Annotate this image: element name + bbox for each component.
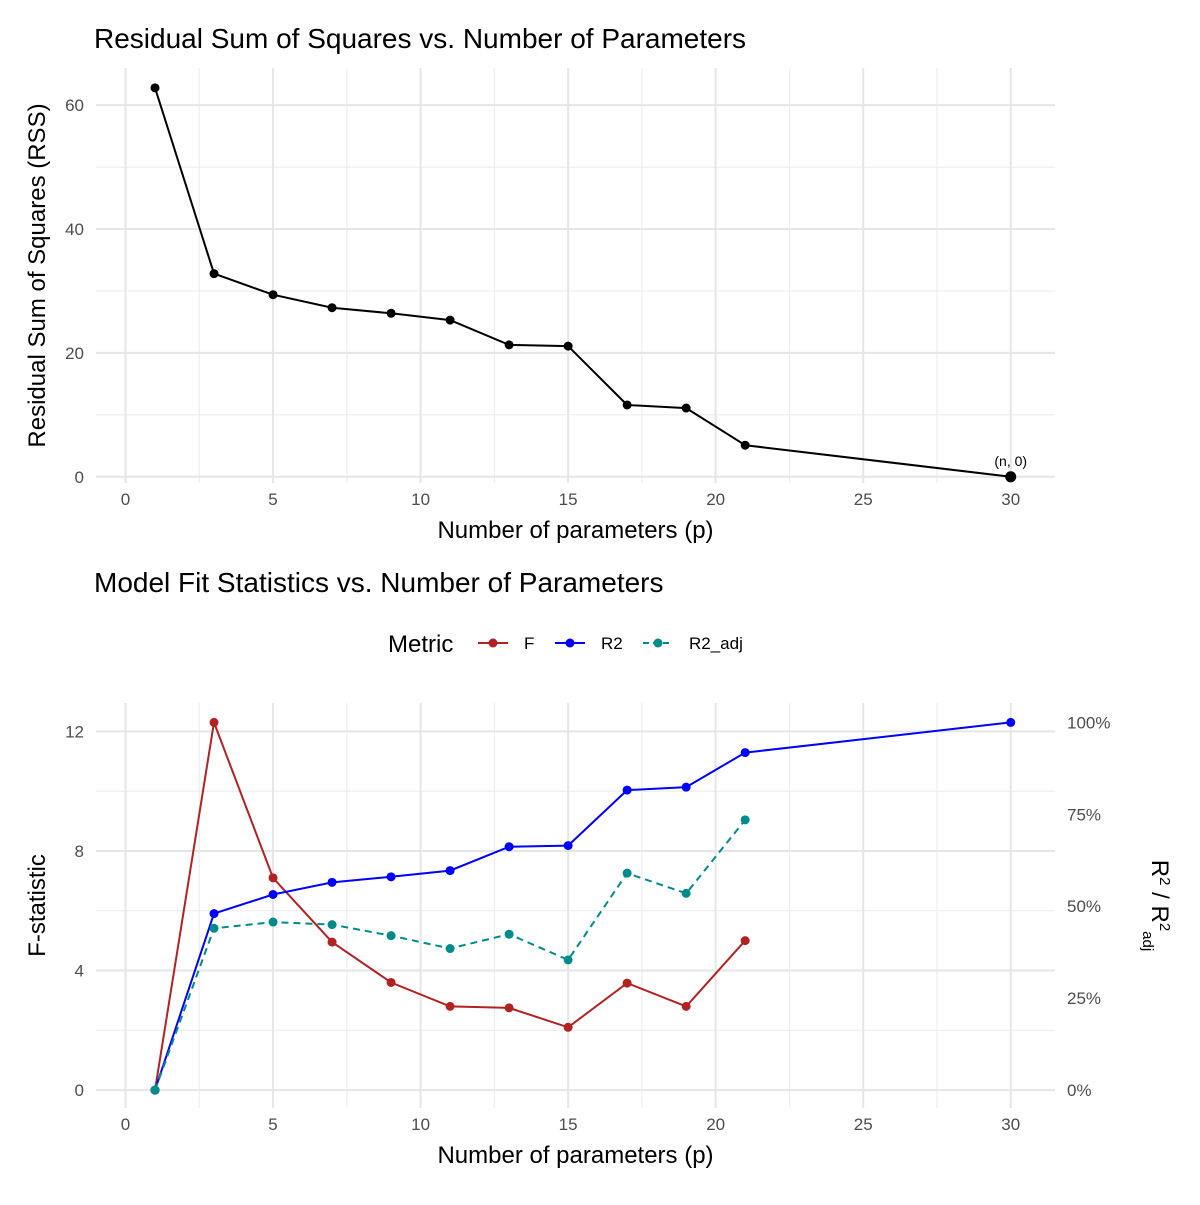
data-point [563, 341, 573, 351]
data-point [386, 872, 396, 882]
legend-label: F [524, 634, 534, 653]
data-point [209, 269, 219, 279]
legend-key-point [488, 638, 498, 648]
series-line-rss [154, 87, 1011, 478]
right-y-axis-title: R2 / R2adj [1140, 860, 1174, 951]
data-point [386, 977, 396, 987]
data-point [622, 785, 632, 795]
annotation-point [1005, 471, 1017, 483]
data-point [209, 909, 219, 919]
legend-label: R2 [601, 634, 623, 653]
r-squared-separator: / R [1146, 885, 1173, 922]
right-y-tick-label: 50% [1067, 897, 1101, 916]
legend-key-point [565, 638, 575, 648]
x-tick-label: 15 [559, 490, 578, 509]
data-point [386, 931, 396, 941]
data-point [209, 717, 219, 727]
rss-panel: 0 5 10 15 20 25 30 0 20 40 60 Residual Sum of Squar… [24, 23, 1055, 544]
r-squared-label: R [1146, 860, 1173, 877]
chart-title: Residual Sum of Squares vs. Number of Pa… [94, 23, 746, 54]
data-point [445, 944, 455, 954]
x-tick-label: 5 [268, 1115, 277, 1134]
r-squared-adj-subscript: adj [1140, 931, 1157, 951]
x-tick-label: 0 [121, 490, 130, 509]
data-point [563, 841, 573, 851]
data-point [268, 290, 278, 300]
data-point [327, 877, 337, 887]
data-point [740, 936, 750, 946]
right-y-tick-label: 75% [1067, 805, 1101, 824]
data-point [740, 440, 750, 450]
y-tick-label: 0 [75, 468, 84, 487]
right-y-tick-label: 0% [1067, 1081, 1092, 1100]
data-point [681, 782, 691, 792]
data-point [445, 1001, 455, 1011]
annotation-label: (n, 0) [994, 453, 1027, 469]
data-point [327, 920, 337, 930]
x-tick-label: 15 [559, 1115, 578, 1134]
x-tick-label: 30 [1001, 490, 1020, 509]
x-tick-label: 10 [411, 1115, 430, 1134]
y-tick-label: 4 [75, 962, 84, 981]
data-point [504, 340, 514, 350]
fit-stats-panel: 0 5 10 15 20 25 30 0 4 8 12 Model Fit Statistics vs… [24, 567, 1174, 1169]
data-point [563, 1022, 573, 1032]
data-point [1006, 717, 1016, 727]
x-tick-label: 20 [706, 490, 725, 509]
y-tick-label: 60 [65, 96, 84, 115]
data-point [681, 888, 691, 898]
y-axis-title: F-statistic [24, 854, 51, 957]
data-point [504, 929, 514, 939]
r-squared-superscript: 2 [1157, 877, 1174, 885]
x-tick-label: 25 [854, 1115, 873, 1134]
data-point [327, 303, 337, 313]
data-point [622, 978, 632, 988]
y-tick-label: 0 [75, 1081, 84, 1100]
data-point [504, 1003, 514, 1013]
x-tick-label: 25 [854, 490, 873, 509]
data-point [150, 1085, 160, 1095]
data-point [504, 842, 514, 852]
y-tick-label: 40 [65, 220, 84, 239]
data-point [622, 400, 632, 410]
data-point [563, 955, 573, 965]
y-tick-label: 20 [65, 344, 84, 363]
data-point [740, 815, 750, 825]
x-axis-title: Number of parameters (p) [437, 517, 713, 544]
right-y-tick-label: 100% [1067, 713, 1110, 732]
y-tick-label: 8 [75, 842, 84, 861]
legend-title: Metric [388, 631, 453, 658]
series-line-r2 [154, 721, 1011, 1091]
y-tick-label: 12 [65, 722, 84, 741]
y-axis-title: Residual Sum of Squares (RSS) [24, 103, 51, 447]
data-point [150, 83, 160, 93]
x-tick-label: 5 [268, 490, 277, 509]
data-point [268, 917, 278, 927]
data-point [445, 866, 455, 876]
data-point [622, 868, 632, 878]
data-point [681, 1001, 691, 1011]
x-tick-label: 0 [121, 1115, 130, 1134]
legend-label: R2_adj [689, 634, 743, 653]
data-point [268, 889, 278, 899]
data-point [209, 923, 219, 933]
r-squared-adj-superscript: 2 [1157, 923, 1174, 931]
right-y-tick-label: 25% [1067, 989, 1101, 1008]
x-tick-label: 10 [411, 490, 430, 509]
data-point [445, 315, 455, 325]
x-tick-label: 30 [1001, 1115, 1020, 1134]
data-point [386, 308, 396, 318]
x-tick-label: 20 [706, 1115, 725, 1134]
data-point [740, 748, 750, 758]
legend-key-point [653, 638, 663, 648]
data-point [681, 403, 691, 413]
chart-title: Model Fit Statistics vs. Number of Param… [94, 567, 664, 598]
data-point [268, 873, 278, 883]
x-axis-title: Number of parameters (p) [437, 1142, 713, 1169]
data-point [327, 937, 337, 947]
